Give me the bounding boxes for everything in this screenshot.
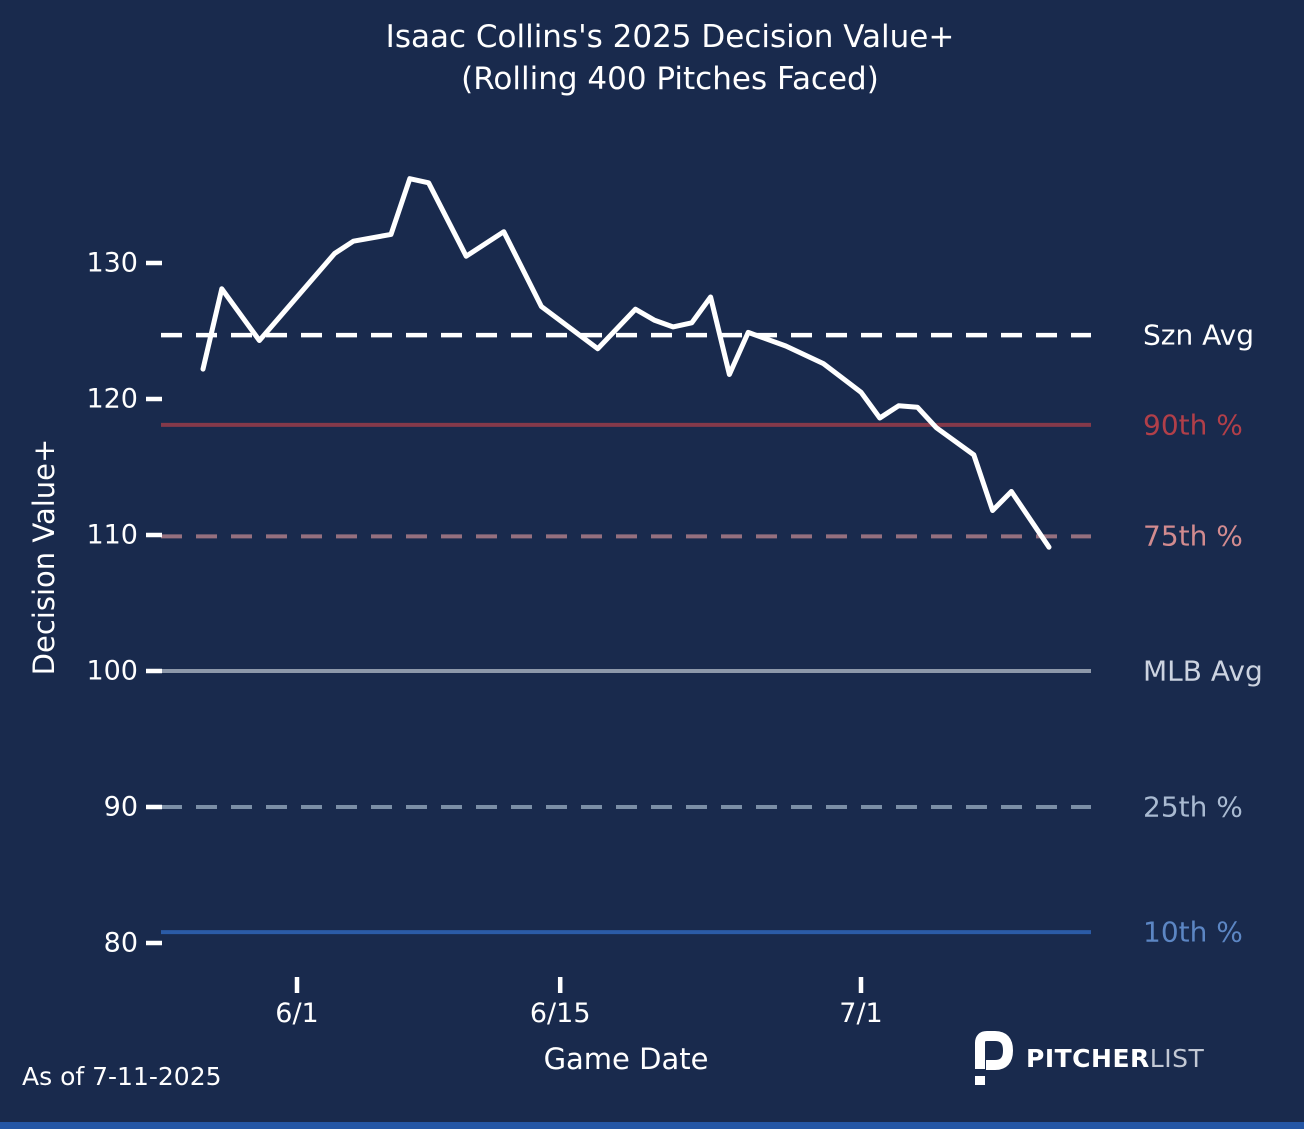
bottom-accent-bar bbox=[0, 1122, 1304, 1129]
chart-title-line2: (Rolling 400 Pitches Faced) bbox=[461, 61, 879, 97]
x-tick-label-7-1: 7/1 bbox=[839, 998, 883, 1029]
ref-label-szn-avg: Szn Avg bbox=[1143, 318, 1254, 352]
ref-label-90th-pct: 90th % bbox=[1143, 408, 1243, 442]
x-tick-label-6-1: 6/1 bbox=[275, 998, 319, 1029]
dv-rolling-line bbox=[200, 176, 1052, 550]
brand-text-light: LIST bbox=[1149, 1043, 1205, 1073]
y-tick-label-90: 90 bbox=[103, 791, 138, 823]
y-tick-label-120: 120 bbox=[86, 383, 138, 415]
series-line-group bbox=[200, 176, 1052, 550]
pitcherlist-logo: PITCHERLIST bbox=[973, 1031, 1204, 1085]
axis-ticks-group bbox=[146, 260, 864, 993]
x-tick-label-6-15: 6/15 bbox=[529, 998, 591, 1029]
ref-label-10th-pct: 10th % bbox=[1143, 915, 1243, 949]
pitcherlist-wordmark: PITCHERLIST bbox=[1026, 1044, 1204, 1073]
ref-label-25th-pct: 25th % bbox=[1143, 790, 1243, 824]
chart-title-line1: Isaac Collins's 2025 Decision Value+ bbox=[385, 19, 955, 55]
pitcherlist-p-icon bbox=[975, 1031, 1013, 1085]
brand-text-bold: PITCHER bbox=[1026, 1043, 1150, 1073]
y-tick-label-100: 100 bbox=[86, 655, 138, 687]
y-axis-label: Decision Value+ bbox=[27, 438, 61, 676]
y-tick-label-110: 110 bbox=[86, 519, 138, 551]
chart-title: Isaac Collins's 2025 Decision Value+ (Ro… bbox=[36, 16, 1304, 100]
as-of-date: As of 7-11-2025 bbox=[22, 1062, 222, 1091]
ref-label-75th-pct: 75th % bbox=[1143, 519, 1243, 553]
y-tick-label-80: 80 bbox=[103, 927, 138, 959]
reference-lines-group bbox=[161, 332, 1091, 935]
ref-label-mlb-avg: MLB Avg bbox=[1143, 654, 1263, 688]
y-tick-label-130: 130 bbox=[86, 247, 138, 279]
x-axis-label: Game Date bbox=[543, 1042, 709, 1076]
